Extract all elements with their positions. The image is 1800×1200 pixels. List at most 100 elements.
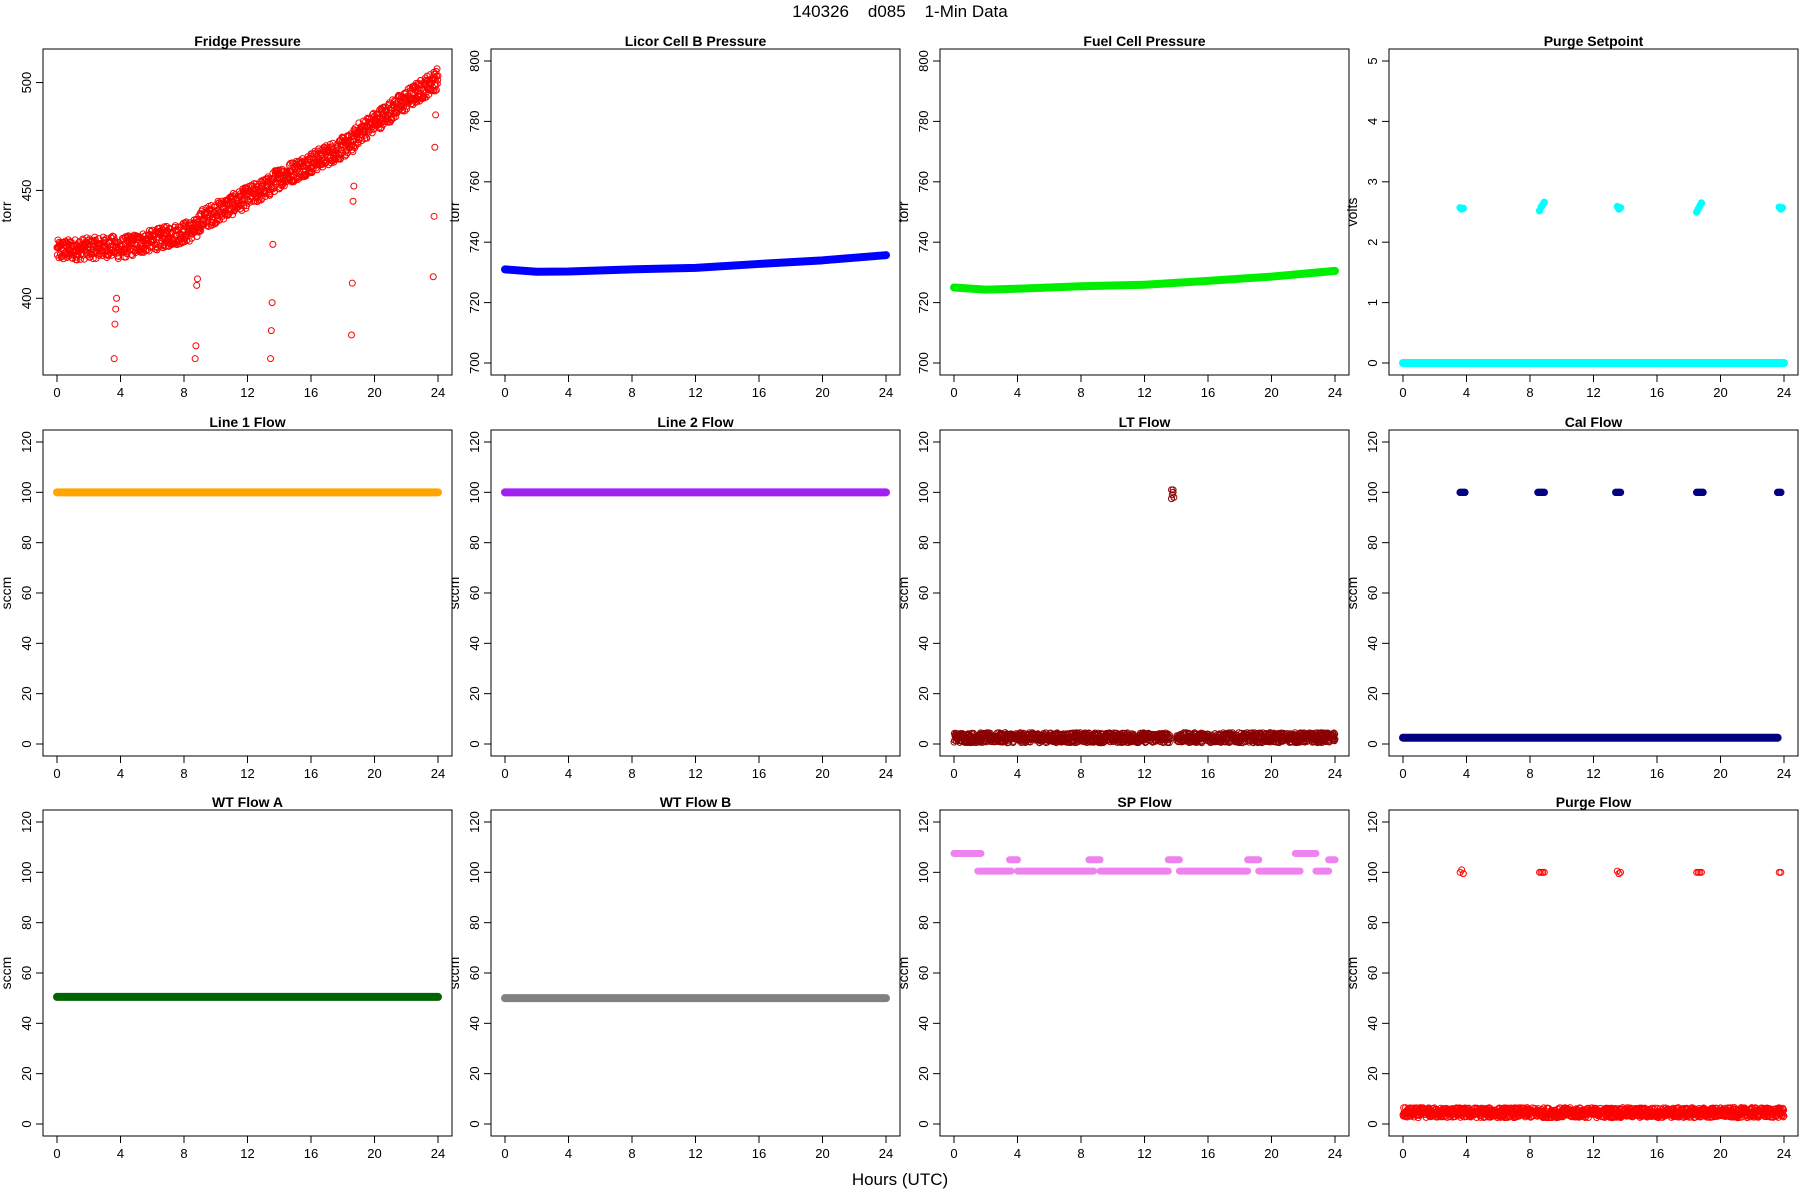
data-point <box>350 182 358 190</box>
x-tick-label: 24 <box>879 385 893 400</box>
y-tick-label: 0 <box>916 740 931 747</box>
x-tick-label: 0 <box>53 385 60 400</box>
y-axis-label: volts <box>1344 198 1360 227</box>
data-point <box>110 233 118 241</box>
y-tick-label: 120 <box>19 431 34 453</box>
y-tick-label: 100 <box>1365 481 1380 503</box>
x-tick-label: 12 <box>240 385 254 400</box>
y-axis-label: sccm <box>0 577 14 610</box>
y-tick-label: 80 <box>1365 915 1380 929</box>
y-tick-label: 0 <box>1365 359 1380 366</box>
x-tick-label: 20 <box>815 766 829 781</box>
x-axis-label: Hours (UTC) <box>851 1170 949 1189</box>
data-point <box>1616 868 1624 876</box>
y-tick-label: 80 <box>1365 535 1380 549</box>
y-axis-label: sccm <box>1344 577 1360 610</box>
x-tick-label: 8 <box>628 766 635 781</box>
x-tick-label: 20 <box>367 766 381 781</box>
x-tick-label: 8 <box>628 385 635 400</box>
y-tick-label: 800 <box>916 50 931 72</box>
x-tick-label: 12 <box>1586 766 1600 781</box>
x-tick-label: 12 <box>240 1146 254 1161</box>
x-tick-label: 12 <box>688 766 702 781</box>
x-tick-label: 4 <box>565 766 572 781</box>
data-point <box>257 196 265 204</box>
x-tick-label: 16 <box>304 766 318 781</box>
series-marks <box>950 486 1339 747</box>
data-point <box>193 281 201 289</box>
data-point <box>269 240 277 248</box>
y-tick-label: 760 <box>916 171 931 193</box>
x-tick-label: 0 <box>1399 385 1406 400</box>
y-tick-label: 100 <box>916 481 931 503</box>
data-point <box>191 355 199 363</box>
data-point <box>388 114 396 122</box>
y-tick-label: 450 <box>19 180 34 202</box>
x-tick-label: 0 <box>53 766 60 781</box>
y-tick-label: 40 <box>19 1016 34 1030</box>
x-tick-label: 12 <box>1586 385 1600 400</box>
data-point <box>348 279 356 287</box>
x-tick-label: 4 <box>117 1146 124 1161</box>
y-tick-label: 760 <box>467 171 482 193</box>
data-point <box>1615 870 1623 878</box>
data-point <box>230 194 238 202</box>
plot-frame <box>42 809 453 1137</box>
x-tick-label: 4 <box>1014 766 1021 781</box>
y-tick-label: 20 <box>1365 1066 1380 1080</box>
x-tick-label: 0 <box>1399 1146 1406 1161</box>
x-tick-label: 12 <box>1137 385 1151 400</box>
data-point <box>1331 735 1339 743</box>
x-tick-label: 0 <box>1399 766 1406 781</box>
panel-title: Cal Flow <box>1565 414 1623 430</box>
plot-frame <box>939 809 1350 1137</box>
x-tick-label: 16 <box>1650 766 1664 781</box>
x-tick-label: 8 <box>1526 385 1533 400</box>
y-tick-label: 60 <box>19 966 34 980</box>
x-tick-label: 24 <box>1328 1146 1342 1161</box>
data-point <box>182 218 190 226</box>
data-point <box>1331 730 1339 738</box>
x-tick-label: 16 <box>752 766 766 781</box>
plot-frame <box>1388 809 1799 1137</box>
y-tick-label: 40 <box>467 636 482 650</box>
data-point <box>392 113 400 121</box>
x-tick-label: 12 <box>1137 766 1151 781</box>
panel-title: LT Flow <box>1119 414 1171 430</box>
series-marks <box>1399 488 1785 742</box>
panel-title: Fuel Cell Pressure <box>1083 33 1205 49</box>
y-axis-label: sccm <box>1344 957 1360 990</box>
y-tick-label: 0 <box>19 740 34 747</box>
panel-title: SP Flow <box>1117 794 1171 810</box>
y-tick-label: 800 <box>467 50 482 72</box>
y-tick-label: 120 <box>1365 811 1380 833</box>
plot-frame <box>490 429 901 757</box>
data-point <box>433 65 441 73</box>
data-point <box>267 327 275 335</box>
data-point <box>1777 868 1785 876</box>
x-tick-label: 4 <box>1463 1146 1470 1161</box>
y-tick-label: 3 <box>1365 178 1380 185</box>
y-tick-label: 20 <box>19 1066 34 1080</box>
x-tick-label: 0 <box>950 385 957 400</box>
series-line <box>501 251 890 276</box>
y-tick-label: 100 <box>916 861 931 883</box>
data-point <box>1779 1113 1787 1121</box>
x-tick-label: 20 <box>815 1146 829 1161</box>
panel-title: Line 1 Flow <box>209 414 285 430</box>
data-point <box>1778 204 1787 212</box>
x-tick-label: 16 <box>1201 1146 1215 1161</box>
data-point <box>1540 868 1548 876</box>
y-tick-label: 120 <box>467 811 482 833</box>
y-axis-label: sccm <box>895 957 911 990</box>
y-tick-label: 4 <box>1365 118 1380 125</box>
panel-12: Purge Flow sccm 0 4 8 12 16 20 24 0 20 40 60 80 100 120 <box>1344 794 1799 1161</box>
y-axis-label: sccm <box>446 957 462 990</box>
y-tick-label: 700 <box>916 352 931 374</box>
data-point <box>1166 731 1174 739</box>
y-tick-label: 100 <box>467 861 482 883</box>
panel-3: Fuel Cell Pressure torr 0 4 8 12 16 20 24 700 720 7… <box>895 33 1350 400</box>
panel-title: Fridge Pressure <box>194 33 301 49</box>
data-point <box>1616 204 1625 212</box>
